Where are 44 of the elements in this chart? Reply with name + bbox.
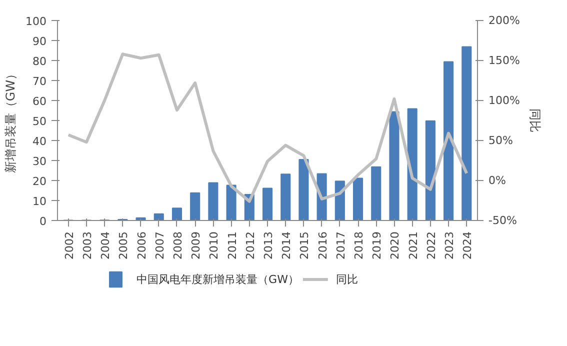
x-tick-label: 2024 — [461, 231, 474, 260]
y-tick-label: 100 — [26, 15, 47, 28]
y-tick-label: 50 — [32, 115, 47, 128]
y2-tick-label: -50% — [488, 214, 517, 227]
x-tick-label: 2007 — [153, 231, 166, 260]
y-tick-label: 0 — [40, 215, 46, 228]
x-tick-label: 2013 — [262, 231, 275, 260]
x-tick-label: 2016 — [316, 231, 330, 260]
x-tick-label: 2010 — [208, 231, 221, 260]
x-tick-label: 2003 — [80, 231, 94, 260]
x-tick-label: 2005 — [117, 231, 130, 260]
y2-tick-label: 0% — [488, 174, 506, 187]
x-tick-label: 2017 — [334, 231, 348, 260]
x-tick-label: 2018 — [352, 231, 366, 260]
x-tick-label: 2012 — [244, 231, 257, 260]
y-tick-label: 30 — [32, 155, 47, 168]
x-tick-label: 2004 — [99, 231, 112, 260]
x-tick-label: 2019 — [370, 231, 384, 260]
y-tick-label: 40 — [32, 135, 47, 148]
x-tick-label: 2009 — [190, 231, 203, 260]
y2-tick-label: 200% — [488, 14, 520, 27]
x-tick-label: 2002 — [62, 231, 76, 260]
y-tick-label: 60 — [32, 95, 47, 108]
y2-tick-label: 150% — [488, 54, 520, 67]
x-tick-label: 2023 — [443, 231, 456, 260]
x-tick-label: 2015 — [298, 231, 312, 260]
y-axis-title: 新增吊装量（GW） — [4, 68, 18, 174]
x-tick-label: 2021 — [406, 231, 420, 260]
y2-tick-label: 50% — [488, 134, 513, 147]
y2-tick-label: 100% — [488, 94, 520, 107]
legend-label: 中国风电年度新增吊装量（GW） — [136, 273, 299, 286]
y-tick-label: 80 — [32, 55, 47, 68]
y-tick-label: 20 — [32, 175, 47, 188]
y2-axis-title: 同比 — [528, 108, 542, 132]
legend-label: 同比 — [336, 273, 358, 286]
y-tick-label: 90 — [32, 35, 47, 48]
x-tick-label: 2020 — [388, 231, 402, 260]
x-tick-label: 2014 — [280, 231, 294, 260]
y-tick-label: 70 — [32, 75, 47, 88]
x-tick-label: 2011 — [226, 231, 239, 260]
x-tick-label: 2006 — [135, 231, 148, 260]
x-tick-label: 2008 — [171, 231, 184, 260]
x-tick-label: 2022 — [424, 231, 438, 260]
y-tick-label: 10 — [32, 195, 47, 208]
